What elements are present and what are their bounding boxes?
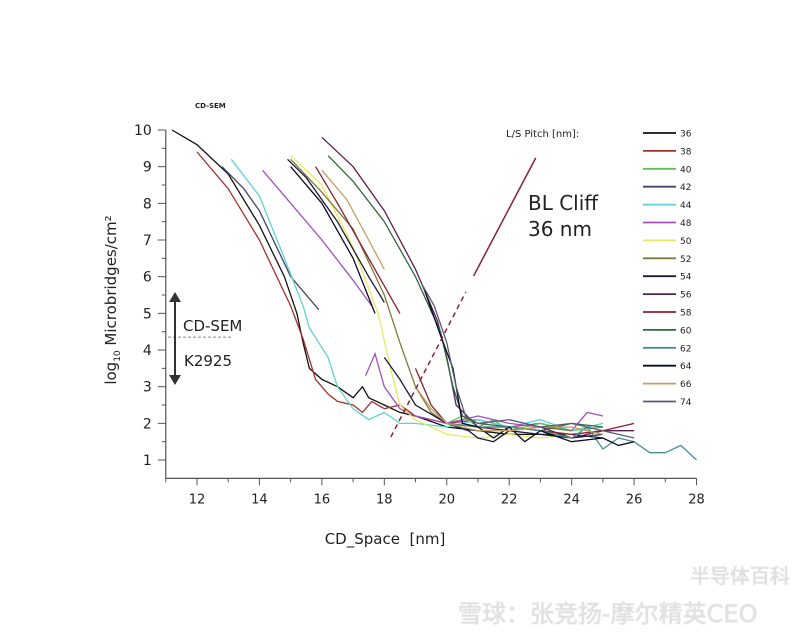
cliff-label-line1: BL Cliff bbox=[528, 191, 599, 215]
legend-label-52: 52 bbox=[680, 255, 691, 265]
y-label-log: log bbox=[102, 362, 120, 385]
legend-label-50: 50 bbox=[680, 237, 692, 247]
y-tick-label: 6 bbox=[143, 270, 152, 286]
x-axis-label: CD_Space [nm] bbox=[325, 530, 446, 549]
y-tick-label: 5 bbox=[143, 306, 152, 322]
arrow-down-icon bbox=[169, 375, 181, 385]
series-line-74 bbox=[421, 283, 635, 439]
legend-label-36: 36 bbox=[680, 130, 692, 140]
series-line-60 bbox=[327, 155, 603, 432]
y-label-main: Microbridges/cm² bbox=[102, 215, 120, 350]
x-tick-label: 26 bbox=[626, 492, 643, 507]
legend-label-74: 74 bbox=[680, 398, 692, 408]
x-tick-label: 24 bbox=[563, 492, 580, 507]
x-tick-label: 14 bbox=[251, 492, 268, 507]
legend-label-38: 38 bbox=[680, 147, 692, 157]
legend-label-60: 60 bbox=[680, 326, 692, 336]
lower-region-label: K2925 bbox=[184, 352, 232, 370]
x-tick-label: 12 bbox=[189, 492, 206, 507]
y-tick-label: 3 bbox=[143, 380, 152, 396]
y-tick-label: 9 bbox=[143, 160, 152, 176]
series-line-54 bbox=[287, 158, 385, 303]
legend: L/S Pitch [nm]: 36 38 40 42 44 48 50 52 54 56 58 60… bbox=[506, 129, 692, 408]
series-line-64 bbox=[290, 166, 376, 314]
cliff-dashed-line bbox=[390, 291, 467, 438]
legend-label-40: 40 bbox=[680, 165, 692, 175]
legend-label-42: 42 bbox=[680, 183, 691, 193]
series-line-44 bbox=[230, 158, 604, 432]
watermark-line1: 半导体百科 bbox=[690, 564, 790, 588]
series-line-42 bbox=[221, 166, 320, 311]
y-tick-label: 10 bbox=[134, 123, 152, 139]
series-lines bbox=[171, 129, 697, 461]
x-tick-label: 16 bbox=[314, 492, 331, 507]
x-tick-label: 18 bbox=[376, 492, 393, 507]
top-label: CD-SEM bbox=[195, 102, 226, 110]
series-line-50 bbox=[290, 155, 572, 439]
x-tick-label: 20 bbox=[438, 492, 455, 507]
annotations: BL Cliff 36 nm CD-SEM K2925 bbox=[168, 157, 599, 438]
series-line-36 bbox=[171, 129, 603, 439]
legend-label-48: 48 bbox=[680, 219, 692, 229]
arrow-up-icon bbox=[169, 292, 181, 302]
cliff-solid-line bbox=[472, 157, 537, 277]
legend-label-54: 54 bbox=[680, 273, 692, 283]
series-line-64 bbox=[424, 291, 635, 447]
y-tick-label: 1 bbox=[143, 453, 152, 469]
legend-label-58: 58 bbox=[680, 309, 692, 319]
y-tick-label: 2 bbox=[143, 416, 152, 432]
x-tick-label: 22 bbox=[501, 492, 518, 507]
legend-title: L/S Pitch [nm]: bbox=[506, 129, 579, 140]
legend-label-62: 62 bbox=[680, 344, 691, 354]
y-tick-label: 8 bbox=[143, 196, 152, 212]
series-line-58 bbox=[315, 166, 401, 314]
legend-label-44: 44 bbox=[680, 201, 692, 211]
series-line-54 bbox=[383, 357, 603, 443]
series-line-48 bbox=[365, 351, 604, 432]
y-label-sub: 10 bbox=[113, 350, 123, 362]
upper-region-label: CD-SEM bbox=[183, 317, 242, 335]
watermark-line2: 雪球：张竞扬-摩尔精英CEO bbox=[458, 600, 758, 628]
y-tick-label: 7 bbox=[143, 233, 152, 249]
legend-label-64: 64 bbox=[680, 362, 692, 372]
series-line-66 bbox=[321, 169, 385, 270]
series-line-48 bbox=[262, 169, 373, 307]
legend-label-56: 56 bbox=[680, 291, 692, 301]
x-tick-label: 28 bbox=[688, 492, 705, 507]
y-axis-label: log10 Microbridges/cm² bbox=[102, 215, 123, 384]
series-line-38 bbox=[196, 151, 572, 432]
cliff-label-line2: 36 nm bbox=[528, 217, 592, 241]
series-line-66 bbox=[414, 386, 604, 436]
y-tick-label: 4 bbox=[143, 343, 152, 359]
legend-label-66: 66 bbox=[680, 380, 692, 390]
